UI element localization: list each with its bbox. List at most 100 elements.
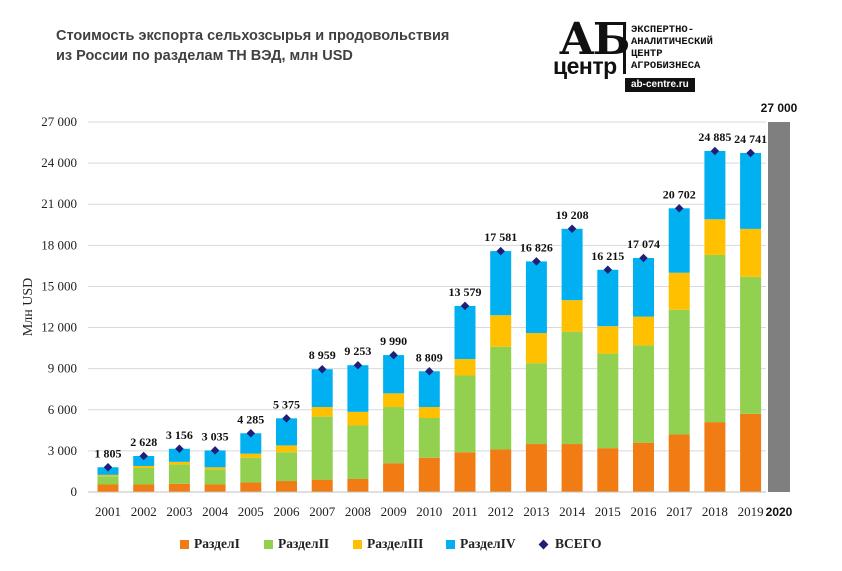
bar-segment-razdel-2 [276, 452, 297, 482]
forecast-x-tick-label: 2020 [766, 505, 793, 519]
bar-segment-razdel-2 [561, 331, 583, 445]
total-data-label: 24 885 [698, 130, 731, 144]
bar-segment-razdel-2 [168, 464, 190, 484]
bar-segment-razdel-4 [168, 448, 190, 462]
total-marker [425, 367, 434, 376]
bar-segment-razdel-3 [97, 474, 119, 477]
total-data-label: 19 208 [556, 208, 589, 222]
chart-title-line-1: Стоимость экспорта сельхозсырья и продов… [56, 28, 450, 44]
total-data-label: 17 581 [484, 230, 517, 244]
bar-segment-razdel-2 [133, 468, 155, 485]
x-tick-label: 2015 [595, 504, 621, 519]
bar-segment-razdel-1 [383, 463, 405, 492]
logo-url: ab-centre.ru [625, 78, 695, 92]
bar-segment-razdel-4 [704, 150, 726, 220]
x-tick-label: 2011 [452, 504, 478, 519]
bar-segment-razdel-1 [633, 442, 654, 492]
chart-title: Стоимость экспорта сельхозсырья и продов… [56, 26, 496, 66]
logo-caption-line-2: АНАЛИТИЧЕСКИЙ [631, 36, 713, 48]
bar-segment-razdel-4 [276, 418, 297, 446]
bar-segment-razdel-3 [740, 228, 762, 277]
bar-segment-razdel-3 [633, 316, 654, 346]
bar-segment-razdel-1 [490, 449, 512, 492]
bar-segment-razdel-4 [668, 208, 690, 273]
bar-segment-razdel-3 [204, 467, 226, 470]
logo-caption: ЭКСПЕРТНО- АНАЛИТИЧЕСКИЙ ЦЕНТР АГРОБИЗНЕ… [631, 24, 713, 72]
legend-swatch-razdel-2 [264, 539, 273, 549]
total-data-label: 9 990 [380, 334, 407, 348]
total-marker [282, 414, 291, 423]
total-data-label: 4 285 [237, 412, 264, 426]
y-tick-label: 27 000 [41, 114, 77, 129]
total-data-label: 2 628 [130, 435, 157, 449]
bar-segment-razdel-2 [97, 476, 119, 485]
bar-segment-razdel-1 [454, 452, 476, 492]
bar-segment-razdel-2 [454, 375, 476, 453]
x-tick-label: 2019 [738, 504, 764, 519]
total-marker [603, 265, 613, 275]
bar-segment-razdel-1 [597, 448, 619, 492]
legend-swatch-razdel-3 [353, 539, 362, 549]
total-data-label: 8 809 [416, 350, 443, 364]
bar-segment-razdel-1 [347, 478, 369, 492]
bar-segment-razdel-4 [633, 258, 654, 317]
bar-segment-razdel-3 [347, 411, 369, 426]
total-marker [103, 463, 113, 472]
legend-label-razdel-2: РазделII [278, 536, 330, 551]
logo-centr-word: центр [553, 53, 617, 79]
legend-item-razdel-4: РазделIV [446, 534, 516, 554]
bar-segment-razdel-2 [490, 346, 512, 450]
bar-segment-razdel-4 [454, 305, 476, 360]
x-tick-label: 2016 [631, 504, 658, 519]
bar-segment-razdel-2 [704, 254, 726, 423]
bar-segment-razdel-1 [240, 482, 262, 492]
bar-segment-razdel-3 [240, 453, 262, 458]
bar-segment-razdel-4 [311, 369, 333, 408]
x-tick-label: 2001 [95, 504, 121, 519]
x-tick-label: 2017 [666, 504, 693, 519]
y-tick-label: 12 000 [41, 320, 77, 335]
total-data-label: 20 702 [663, 187, 696, 201]
bar-segment-razdel-4 [204, 450, 226, 468]
logo-caption-line-3: ЦЕНТР [631, 48, 663, 60]
bar-segment-razdel-4 [597, 269, 619, 327]
bar-segment-razdel-4 [133, 455, 155, 466]
bar-segment-razdel-4 [347, 365, 369, 412]
total-data-label: 13 579 [449, 285, 482, 299]
bar-segment-razdel-3 [168, 461, 190, 465]
logo-caption-line-4: АГРОБИЗНЕСА [631, 60, 701, 72]
total-marker [460, 301, 470, 311]
total-marker [389, 350, 398, 360]
bar-segment-razdel-4 [740, 152, 762, 229]
bar-segment-razdel-2 [204, 469, 226, 485]
bar-segment-razdel-3 [133, 465, 155, 469]
bar-segment-razdel-1 [133, 484, 155, 492]
bar-segment-razdel-2 [633, 345, 654, 443]
bar-segment-razdel-2 [668, 309, 690, 435]
bar-segment-razdel-3 [454, 359, 476, 376]
bar-segment-razdel-3 [276, 445, 297, 453]
x-tick-label: 2007 [309, 504, 336, 519]
bar-segment-razdel-1 [525, 444, 547, 492]
x-tick-label: 2004 [202, 504, 229, 519]
legend-item-razdel-2: РазделII [264, 534, 329, 554]
x-tick-label: 2002 [131, 504, 157, 519]
bar-segment-razdel-3 [561, 300, 583, 332]
total-marker [246, 429, 256, 438]
forecast-bar [768, 122, 790, 492]
total-marker [496, 246, 505, 256]
ab-centre-logo: АБ центр ЭКСПЕРТНО- АНАЛИТИЧЕСКИЙ ЦЕНТР … [553, 18, 753, 94]
total-marker [532, 257, 541, 266]
legend-label-razdel-3: РазделIII [367, 536, 424, 551]
total-marker [353, 360, 363, 370]
legend-item-total: ВСЕГО [538, 534, 602, 554]
x-tick-label: 2010 [416, 504, 442, 519]
bar-segment-razdel-1 [740, 413, 762, 492]
y-tick-label: 24 000 [41, 155, 77, 170]
x-tick-label: 2009 [381, 504, 407, 519]
logo-divider [623, 24, 626, 74]
x-tick-label: 2018 [702, 504, 728, 519]
total-data-label: 17 074 [627, 237, 660, 251]
total-marker [210, 446, 220, 455]
chart-title-line-2: из России по разделам ТН ВЭД, млн USD [56, 48, 353, 64]
